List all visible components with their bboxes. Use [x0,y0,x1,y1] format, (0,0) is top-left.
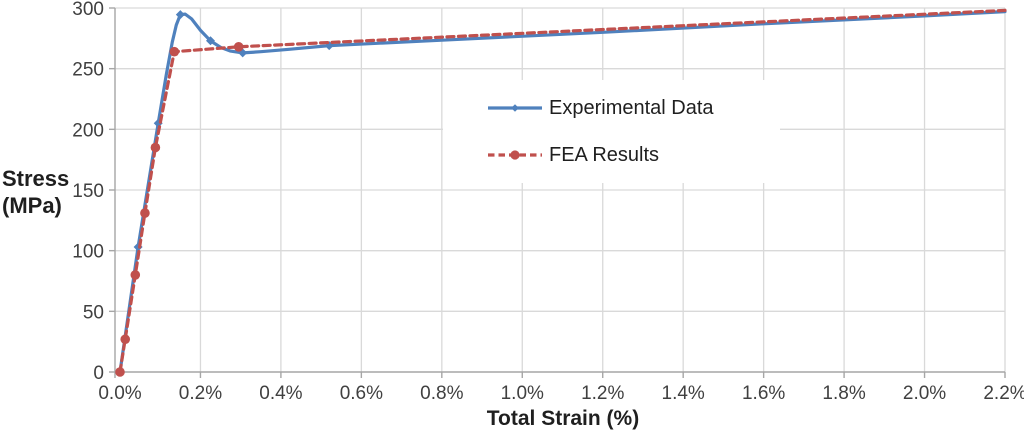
x-tick-label: 1.8% [822,383,865,404]
data-point-marker [150,142,161,153]
data-point-marker [169,46,180,57]
data-point-marker [206,36,216,46]
y-tick-label: 250 [72,60,104,81]
x-tick-label: 0.6% [340,383,383,404]
data-point-marker [511,104,519,112]
legend-item-experimental-data: Experimental Data [488,96,714,120]
data-point-marker [510,150,520,160]
x-tick-label: 1.2% [581,383,624,404]
series-line [118,10,1007,374]
x-axis-title: Total Strain (%) [486,407,640,430]
x-tick-label: 0.4% [259,383,302,404]
legend-sample-svg [488,150,542,160]
x-tick-label: 2.0% [903,383,946,404]
data-point-marker [233,42,244,52]
data-point-marker [140,208,150,218]
y-tick-label: 0 [93,363,104,384]
data-point-marker [130,270,141,280]
legend-label-experimental-data: Experimental Data [549,96,714,119]
legend-line-sample-icon [488,100,542,116]
legend-sample-svg [488,104,542,112]
x-tick-label: 0.8% [420,383,463,404]
x-tick-label: 1.6% [742,383,785,404]
legend-item-fea-results: FEA Results [488,143,659,167]
legend-label-fea-results: FEA Results [549,143,660,166]
y-tick-label: 300 [72,0,104,20]
y-axis-title-line1: Stress [2,166,70,191]
x-tick-label: 1.0% [501,383,544,404]
x-tick-label: 0.0% [98,383,141,404]
data-point-marker [120,334,131,345]
series-fea-results [115,8,1007,377]
y-tick-label: 100 [72,242,104,263]
series-experimental-data [115,10,1007,377]
y-axis-title: Stress (MPa) [2,165,69,219]
y-tick-label: 150 [72,181,104,202]
x-tick-label: 0.2% [179,383,222,404]
legend: Experimental Data FEA Results [443,80,780,183]
y-tick-label: 200 [72,120,104,141]
x-tick-label: 1.4% [662,383,705,404]
data-point-marker [115,367,125,377]
data-point-marker [175,10,185,20]
series-line [118,8,1007,374]
legend-line-sample-icon [488,147,542,163]
y-tick-label: 50 [83,302,104,323]
y-axis-title-line2: (MPa) [2,193,62,218]
x-tick-label: 2.2% [983,383,1024,404]
